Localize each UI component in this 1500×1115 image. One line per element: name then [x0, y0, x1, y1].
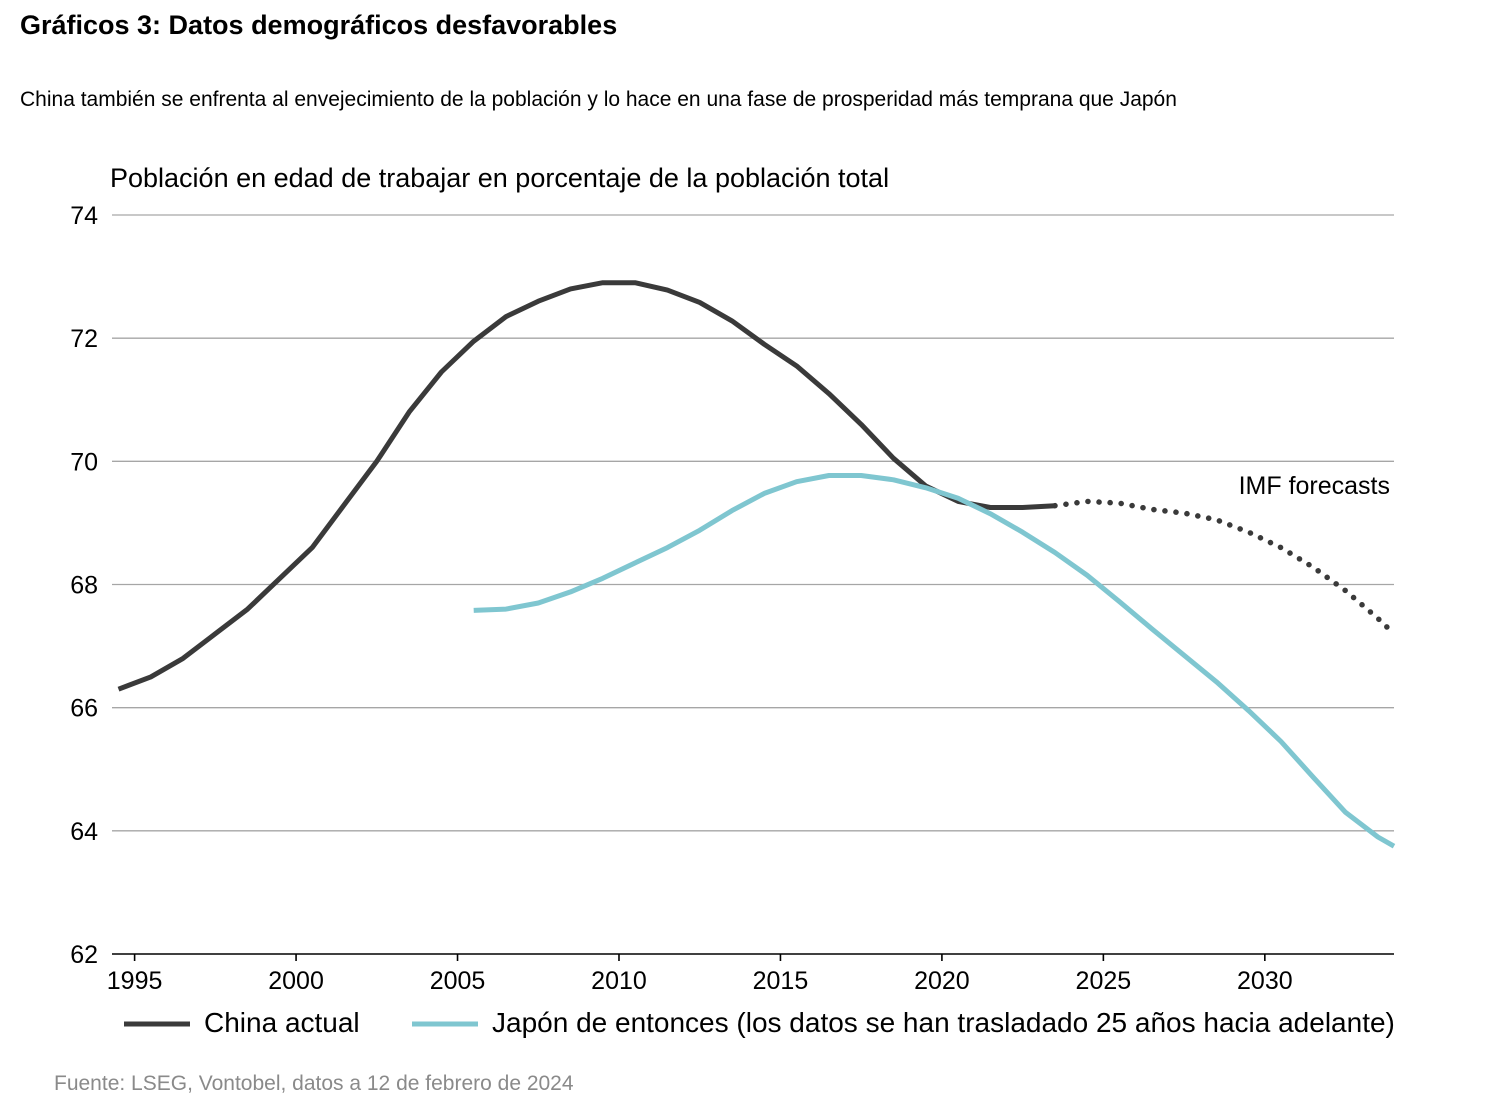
legend-label-china: China actual: [204, 1007, 360, 1038]
series-line-japan-shifted: [473, 473, 1396, 849]
x-tick-label: 2005: [430, 967, 486, 995]
x-tick-label: 2020: [914, 967, 970, 995]
series-line-china-imf-forecast: [1052, 498, 1397, 637]
x-tick-label: 1995: [107, 967, 163, 995]
x-tick-label: 2025: [1076, 967, 1132, 995]
x-tick-label: 2000: [268, 967, 324, 995]
y-tick-label: 74: [70, 202, 98, 230]
y-tick-label: 70: [70, 448, 98, 476]
x-tick-label: 2010: [591, 967, 647, 995]
y-tick-label: 62: [70, 941, 98, 969]
chart-subtitle: China también se enfrenta al envejecimie…: [20, 88, 1177, 111]
x-tick-label: 2030: [1237, 967, 1293, 995]
source-note: Fuente: LSEG, Vontobel, datos a 12 de fe…: [54, 1072, 574, 1095]
tick-labels: 62 64 66 68 70 72 74 1995 2000 2005 2010 2015 2020 20…: [70, 202, 1292, 995]
imf-forecasts-annotation: IMF forecasts: [1239, 472, 1390, 500]
axes: [112, 953, 1394, 961]
x-tick-label: 2015: [753, 967, 809, 995]
series-line-china-actual: [117, 280, 1056, 692]
chart-title: Gráficos 3: Datos demográficos desfavora…: [20, 10, 618, 40]
series-lines: [117, 280, 1397, 849]
legend-label-japan: Japón de entonces (los datos se han tras…: [492, 1007, 1395, 1038]
gridlines: [112, 214, 1394, 832]
y-tick-label: 64: [70, 818, 98, 846]
y-axis-label: Población en edad de trabajar en porcent…: [110, 163, 889, 193]
y-tick-label: 66: [70, 695, 98, 723]
y-tick-label: 68: [70, 572, 98, 600]
legend: China actual Japón de entonces (los dato…: [124, 1007, 1395, 1038]
y-tick-label: 72: [70, 325, 98, 353]
